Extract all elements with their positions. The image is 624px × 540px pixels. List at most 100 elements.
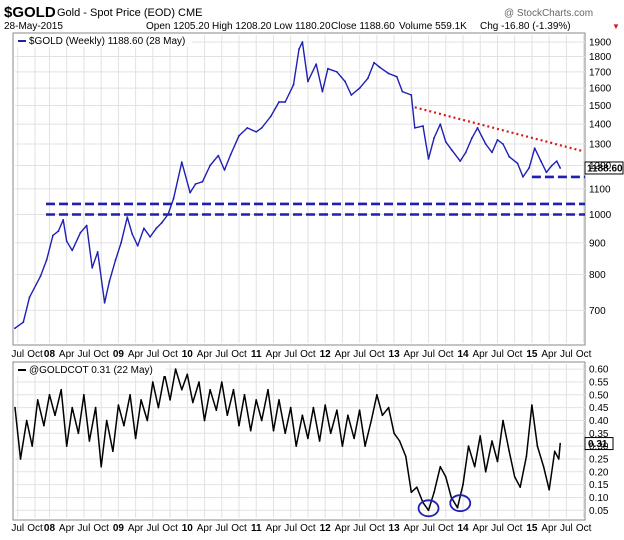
cot-y-tick-label: 0.40 [589,416,609,427]
goldcot-point [105,419,108,422]
goldcot-point [491,440,493,442]
goldcot-point [558,458,560,460]
cot-x-axis: Jul Oct 08 Apr Jul Oct 09 Apr Jul Oct 10 Apr Jul Oct 1… [11,523,591,534]
price-x-tick-label: Jul [146,349,159,360]
goldcot-point [198,381,200,383]
price-x-tick-label: Oct [93,349,109,360]
price-x-tick-label: Apr [541,349,557,360]
cot-panel-grid [15,364,585,518]
goldcot-point [410,491,413,494]
goldcot-point [370,419,373,422]
gold-price-point [427,158,430,160]
gold-price-point [22,321,25,324]
goldcot-point [307,437,309,440]
resistance-trendline [414,106,584,153]
gold-price-point [209,164,212,167]
goldcot-point [393,432,395,435]
goldcot-point [405,455,407,458]
gold-price-point [223,169,226,171]
goldcot-point [364,445,366,447]
goldcot-point [347,414,349,417]
goldcot-point [502,419,504,422]
cot-x-tick-label: 14 [457,523,469,534]
goldcot-point [513,476,516,478]
goldcot-point [519,486,521,489]
gold-price-point [451,149,453,152]
cot-x-tick-label: 13 [389,523,401,534]
gold-price-point [194,183,197,185]
goldcot-point [169,399,171,401]
price-x-tick-label: 15 [526,349,538,360]
price-x-tick-label: 13 [389,349,401,360]
cot-x-tick-label: Oct [162,523,178,534]
cot-y-tick-label: 0.15 [589,480,609,491]
gold-price-point [471,137,473,139]
gold-price-point [278,101,280,103]
goldcot-point [462,483,464,486]
price-x-tick-label: 10 [182,349,194,360]
goldcot-point [508,450,511,453]
symbol-title: $GOLD [4,4,56,21]
goldcot-point [181,388,183,391]
price-x-tick-label: 14 [457,349,469,360]
price-x-tick-label: Oct [231,349,247,360]
cot-x-tick-label: Oct [576,523,592,534]
goldcot-point [456,506,459,509]
gold-price-point [433,137,435,139]
gold-price-point [28,296,31,299]
goldcot-point [221,381,223,383]
gold-price-point [91,266,94,269]
price-x-tick-label: Oct [576,349,592,360]
cot-last-value-label: 0.31 [588,439,608,450]
cot-x-tick-label: 09 [113,523,125,534]
gold-price-point [108,280,111,283]
brand-watermark: @ StockCharts.com [504,8,593,19]
gold-price-point [120,241,122,244]
price-y-tick-label: 700 [589,306,606,317]
cot-x-tick-label: Apr [266,523,282,534]
goldcot-point [473,465,476,468]
goldcot-point [542,465,545,468]
cot-x-tick-label: Jul [78,523,91,534]
goldcot-point [243,394,246,396]
goldcot-point [226,414,229,417]
cot-x-tick-label: Oct [369,523,385,534]
price-y-tick-label: 1600 [589,84,612,95]
gold-price-point [422,125,424,127]
quote-date: 28-May-2015 [4,21,63,32]
goldcot-point [531,404,533,406]
goldcot-point [157,406,160,409]
gold-price-point [555,160,558,163]
gold-price-point [367,77,369,80]
goldcot-point [174,368,177,370]
goldcot-point [203,419,206,422]
gold-price-point [464,151,467,154]
cot-last-value-badge [584,437,614,451]
price-x-tick-label: Oct [369,349,385,360]
cot-x-tick-label: Jul [353,523,366,534]
gold-price-point [484,143,487,145]
cot-x-tick-label: 15 [526,523,538,534]
gold-price-point [444,141,447,143]
goldcot-point [14,406,16,409]
gold-price-point [189,191,192,194]
low-circle-annotation [449,494,472,513]
price-x-tick-label: Oct [300,349,316,360]
goldcot-point [559,442,561,445]
goldcot-point [376,394,378,396]
goldcot-point [353,437,355,440]
goldcot-point [215,409,218,412]
goldcot-point [358,409,361,412]
price-x-tick-label: Jul [78,349,91,360]
gold-price-point [238,134,240,137]
price-y-tick-label: 1500 [589,101,612,112]
goldcot-point [301,414,304,417]
cot-y-tick-label: 0.25 [589,454,609,465]
gold-price-point [533,147,536,150]
gold-price-point [410,94,413,96]
gold-price-point [136,244,139,247]
goldcot-point [548,489,550,491]
symbol-name: Gold - Spot Price (EOD) CME [57,7,202,19]
price-y-tick-label: 1700 [589,67,612,78]
